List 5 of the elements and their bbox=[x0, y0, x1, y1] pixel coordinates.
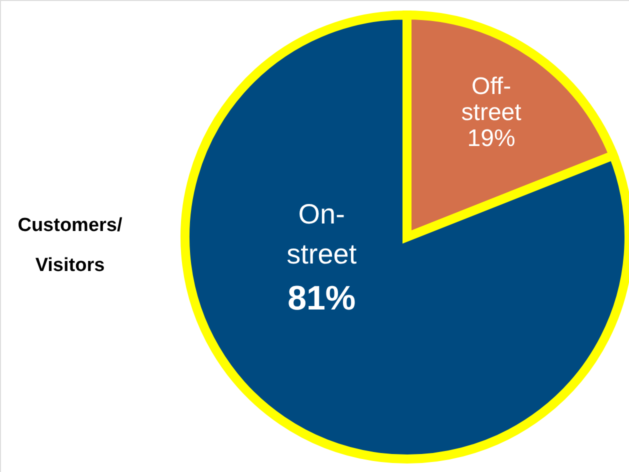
data-label: 81% bbox=[288, 280, 356, 318]
text: Customers/ Visitors bbox=[18, 215, 123, 276]
slice-label: Off-street bbox=[461, 72, 522, 126]
data-label: 19% bbox=[467, 124, 516, 152]
slice-label: On-street bbox=[286, 198, 357, 270]
